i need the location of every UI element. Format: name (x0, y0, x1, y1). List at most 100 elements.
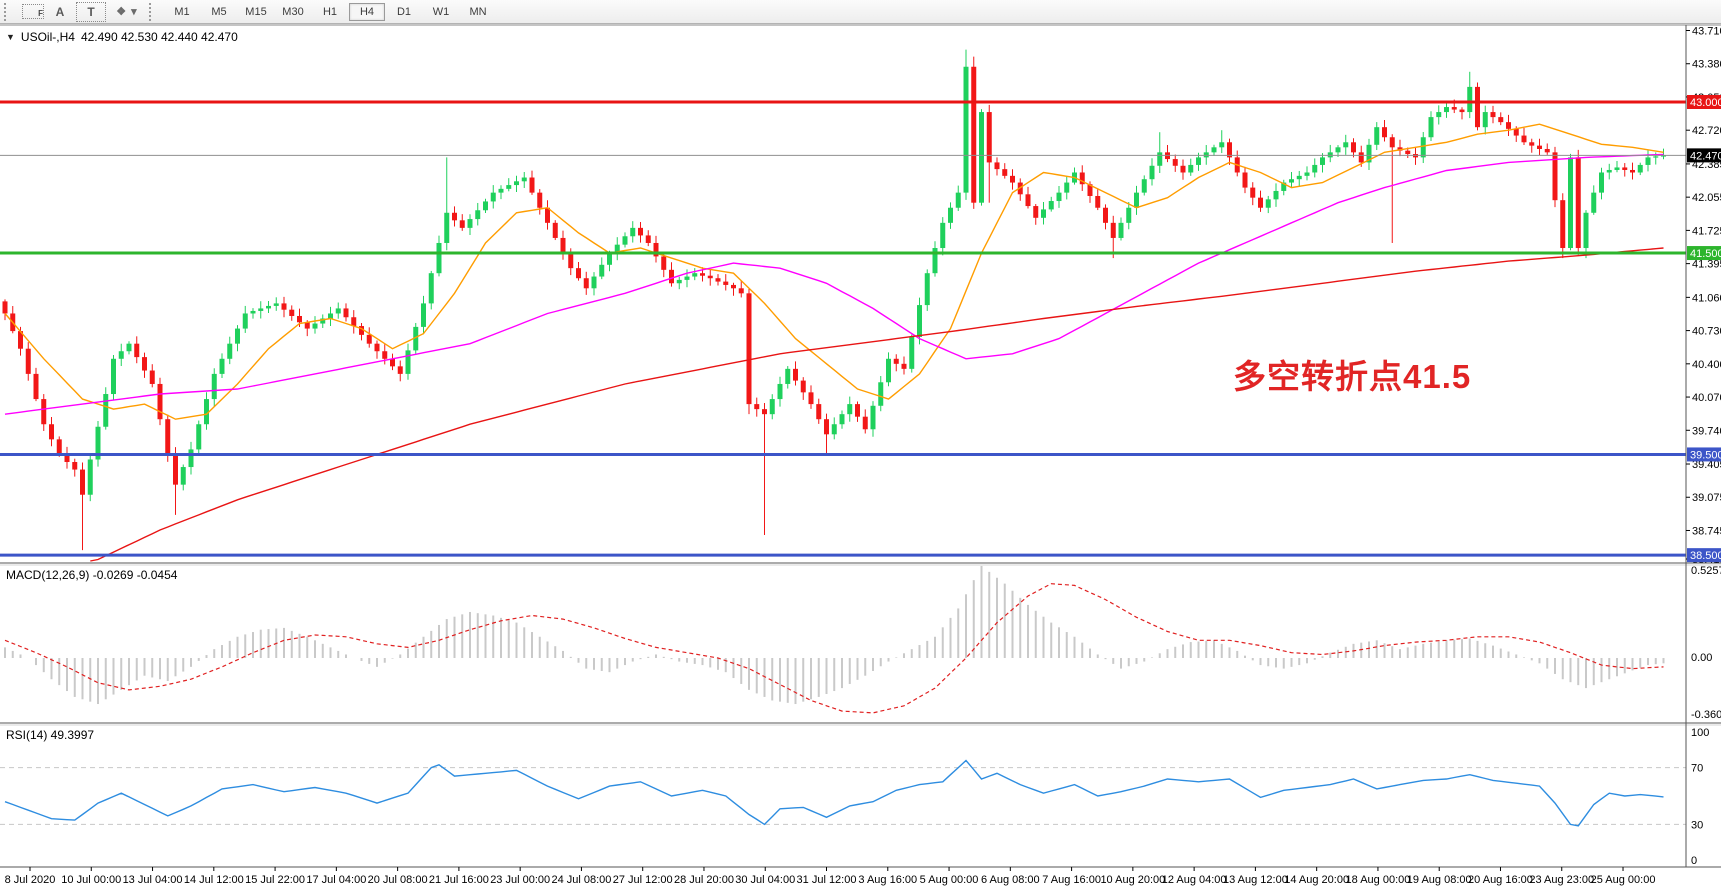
candle-body (700, 273, 705, 276)
time-tick-label: 14 Jul 12:00 (184, 874, 244, 886)
candle-body (909, 336, 915, 369)
candle-body (521, 177, 527, 182)
candle-body (645, 235, 651, 243)
candle-body (1382, 127, 1387, 138)
candle-body (599, 264, 605, 277)
price-tick-label: 39.740 (1692, 425, 1721, 437)
candle-body (1056, 192, 1062, 202)
candle-body (1575, 157, 1581, 249)
candle-body (359, 326, 364, 335)
candle-body (320, 318, 326, 324)
candle-body (64, 454, 70, 463)
candle-body (1041, 209, 1046, 218)
timeframe-d1[interactable]: D1 (396, 5, 412, 18)
candle-body (1002, 169, 1008, 176)
rsi-scale-label: 30 (1691, 819, 1703, 831)
timeframe-mn[interactable]: MN (469, 5, 487, 18)
candle-body (1118, 222, 1124, 238)
candle-body (483, 201, 488, 211)
timeframe-m15[interactable]: M15 (245, 5, 267, 18)
price-tick-label: 39.405 (1692, 459, 1721, 471)
candle-body (676, 279, 682, 284)
candle-body (1444, 107, 1449, 113)
chart-canvas[interactable]: 43.71043.38043.05042.72042.38542.05541.7… (0, 24, 1721, 890)
timeframe-m30[interactable]: M30 (282, 5, 304, 18)
candle-body (1320, 157, 1325, 165)
candle-body (219, 358, 225, 374)
time-tick-label: 5 Aug 00:00 (920, 874, 979, 886)
font-a-icon[interactable]: A (55, 4, 65, 19)
price-tick-label: 43.380 (1692, 59, 1721, 71)
candle-body (1196, 157, 1201, 165)
candle-body (1637, 164, 1643, 173)
candle-body (173, 454, 178, 485)
candle-body (545, 207, 550, 223)
price-badge-label: 39.500 (1690, 449, 1721, 461)
candle-body (1529, 142, 1535, 146)
candle-body (242, 313, 248, 329)
candle-body (273, 303, 279, 306)
timeframe-w1[interactable]: W1 (432, 5, 450, 18)
candle-body (731, 284, 736, 289)
chart-annotation-text[interactable]: 多空转折点41.5 (1233, 358, 1472, 395)
candle-body (870, 405, 876, 430)
candle-body (653, 242, 659, 257)
timeframe-m5[interactable]: M5 (211, 5, 227, 18)
candle-body (1568, 157, 1573, 249)
candle-body (514, 181, 519, 186)
timeframe-h4[interactable]: H4 (349, 2, 385, 21)
time-tick-label: 6 Aug 08:00 (981, 874, 1040, 886)
toolbar-grip[interactable] (4, 2, 13, 21)
candle-body (622, 236, 628, 245)
time-tick-label: 19 Aug 08:00 (1407, 874, 1472, 886)
rsi-line (4, 759, 1664, 827)
candle-body (304, 322, 310, 329)
toolbar-grip-2[interactable] (149, 2, 158, 21)
candle-body (1506, 122, 1511, 129)
shapes-dropdown-icon[interactable]: ❖ ▾ (116, 6, 138, 18)
candle-body (1289, 179, 1294, 183)
candle-body (692, 273, 698, 277)
time-tick-label: 14 Aug 20:00 (1284, 874, 1349, 886)
candle-body (382, 351, 388, 359)
chart-grid-f-icon[interactable]: F (22, 4, 44, 19)
drawing-tools-group: F A T ❖ ▾ (19, 1, 145, 22)
candle-body (328, 313, 333, 319)
candle-body (816, 404, 822, 420)
candle-body (1180, 165, 1186, 173)
candle-body (1188, 164, 1194, 173)
candle-body (498, 188, 504, 193)
candle-body (862, 416, 868, 430)
time-tick-label: 30 Jul 04:00 (735, 874, 795, 886)
candle-body (126, 343, 132, 352)
rsi-panel-label: RSI(14) 49.3997 (6, 728, 95, 742)
candle-body (769, 399, 775, 415)
candle-body (1087, 184, 1093, 196)
candle-body (227, 343, 233, 359)
candle-body (1622, 167, 1628, 170)
candle-body (1281, 182, 1287, 191)
text-tool-icon[interactable]: T (76, 1, 106, 22)
candle-body (560, 237, 566, 254)
timeframe-m1[interactable]: M1 (174, 5, 190, 18)
candle-body (979, 112, 984, 203)
candle-body (1374, 127, 1380, 145)
symbol-dropdown-icon[interactable]: ▼ (6, 32, 15, 42)
candle-body (1095, 195, 1101, 208)
timeframe-h1[interactable]: H1 (322, 5, 338, 18)
candle-body (831, 424, 837, 435)
candle-body (1366, 144, 1372, 163)
candle-body (1475, 86, 1480, 128)
candle-body (1661, 155, 1666, 157)
candle-body (258, 308, 264, 311)
mid-ma-line (4, 153, 1664, 415)
candle-body (118, 351, 124, 359)
time-tick-label: 8 Jul 2020 (5, 874, 56, 886)
candle-body (1258, 197, 1263, 208)
candle-body (343, 308, 349, 318)
candle-body (1537, 145, 1542, 149)
candle-body (924, 273, 930, 306)
candle-body (576, 268, 581, 279)
time-tick-label: 23 Aug 23:00 (1529, 874, 1594, 886)
